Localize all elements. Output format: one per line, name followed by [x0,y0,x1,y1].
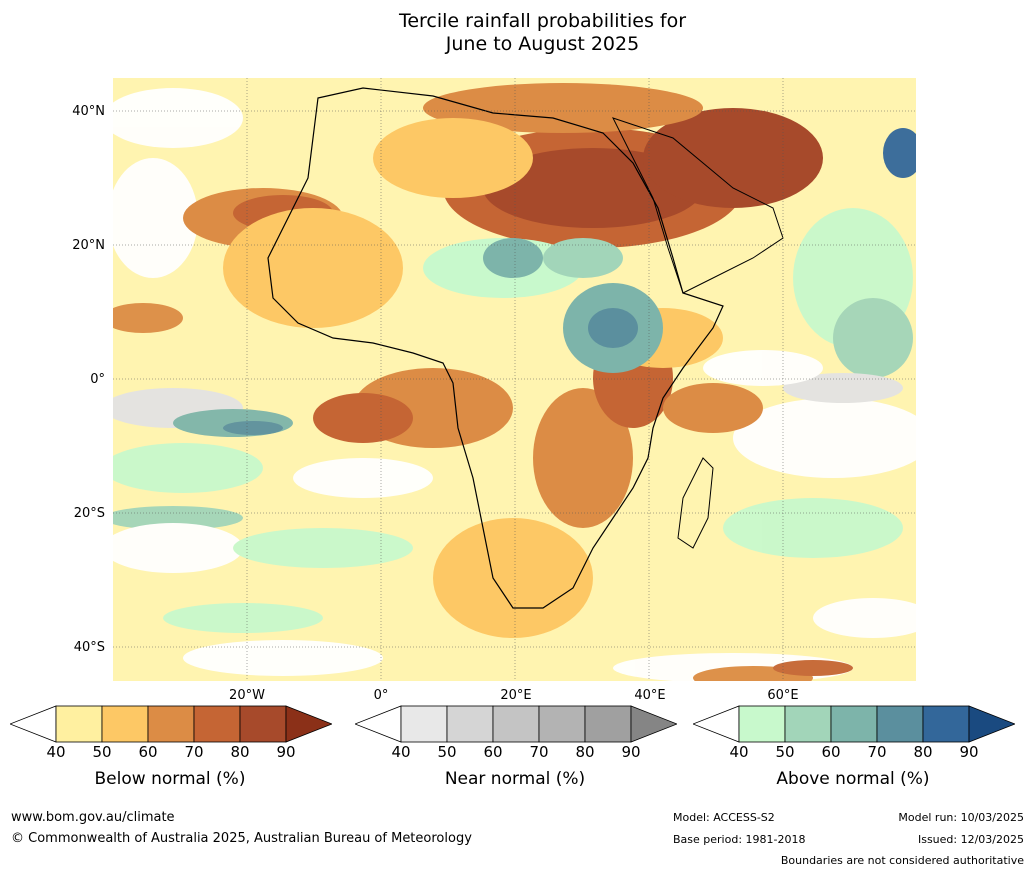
footer-model-run: Model run: 10/03/2025 [898,811,1024,824]
colorbar-below-normal [10,705,332,743]
rainfall-probability-map [113,78,916,681]
graticule [113,78,916,681]
colorbar-label-above: Above normal (%) [776,769,930,789]
colorbar-tick-label: 60 [138,743,158,761]
footer-issued: Issued: 12/03/2025 [917,833,1024,846]
colorbar-segment [101,705,149,743]
colorbar-tick-label: 40 [391,743,411,761]
colorbar-extend-high [285,705,332,743]
lon-label-0: 0° [373,688,389,703]
title-line-1: Tercile rainfall probabilities for [398,10,687,32]
madagascar-coastline [677,457,714,549]
colorbar-segment [239,705,287,743]
colorbar-extend-low [693,705,740,743]
footer-copyright: © Commonwealth of Australia 2025, Austra… [11,831,472,846]
footer-website[interactable]: www.bom.gov.au/climate [11,810,175,825]
dry-anomaly-patches [183,83,823,638]
colorbar-tick-label: 50 [92,743,112,761]
lat-label-0: 0° [90,372,105,387]
colorbar-segment [446,705,494,743]
colorbar-extend-low [10,705,57,743]
footer-model: Model: ACCESS-S2 [673,811,775,824]
map-title: Tercile rainfall probabilities for June … [0,10,1035,56]
colorbar-tick-label: 80 [230,743,250,761]
colorbar-above-normal [693,705,1015,743]
lat-label-40n: 40°N [72,104,105,119]
arabia-coastline [612,117,784,294]
colorbar-segment [784,705,832,743]
ocean-patches [113,88,916,681]
lat-label-40s: 40°S [73,640,105,655]
colorbar-segment [400,705,448,743]
colorbar-segment [538,705,586,743]
colorbar-extend-high [630,705,677,743]
colorbar-segment [492,705,540,743]
footer-base-period: Base period: 1981-2018 [673,833,806,846]
lon-label-40e: 40°E [634,688,666,703]
colorbar-tick-label: 70 [184,743,204,761]
colorbar-tick-label: 50 [437,743,457,761]
colorbar-tick-label: 90 [959,743,979,761]
colorbar-tick-label: 50 [775,743,795,761]
colorbar-segment [922,705,970,743]
colorbar-near-normal [355,705,677,743]
colorbar-tick-label: 40 [46,743,66,761]
colorbar-tick-label: 90 [621,743,641,761]
colorbar-segment [584,705,632,743]
lat-label-20n: 20°N [72,238,105,253]
colorbar-tick-label: 60 [821,743,841,761]
colorbar-segment [876,705,924,743]
colorbar-extend-high [968,705,1015,743]
colorbar-label-below: Below normal (%) [94,769,246,789]
lon-label-20e: 20°E [500,688,532,703]
colorbar-tick-label: 80 [575,743,595,761]
title-line-2: June to August 2025 [445,33,640,55]
colorbar-tick-label: 60 [483,743,503,761]
colorbar-extend-low [355,705,402,743]
footer-disclaimer: Boundaries are not considered authoritat… [780,854,1024,867]
colorbar-label-near: Near normal (%) [444,769,586,789]
colorbar-tick-label: 80 [913,743,933,761]
colorbar-tick-label: 90 [276,743,296,761]
colorbar-tick-label: 70 [867,743,887,761]
colorbar-segment [55,705,103,743]
lon-label-20w: 20°W [229,688,265,703]
wet-anomaly-patches [423,238,663,373]
africa-coastline [267,87,724,609]
colorbar-tick-label: 70 [529,743,549,761]
lat-label-20s: 20°S [73,506,105,521]
colorbar-segment [193,705,241,743]
colorbar-tick-label: 40 [729,743,749,761]
colorbar-segment [738,705,786,743]
lon-label-60e: 60°E [767,688,799,703]
colorbar-segment [147,705,195,743]
colorbar-segment [830,705,878,743]
